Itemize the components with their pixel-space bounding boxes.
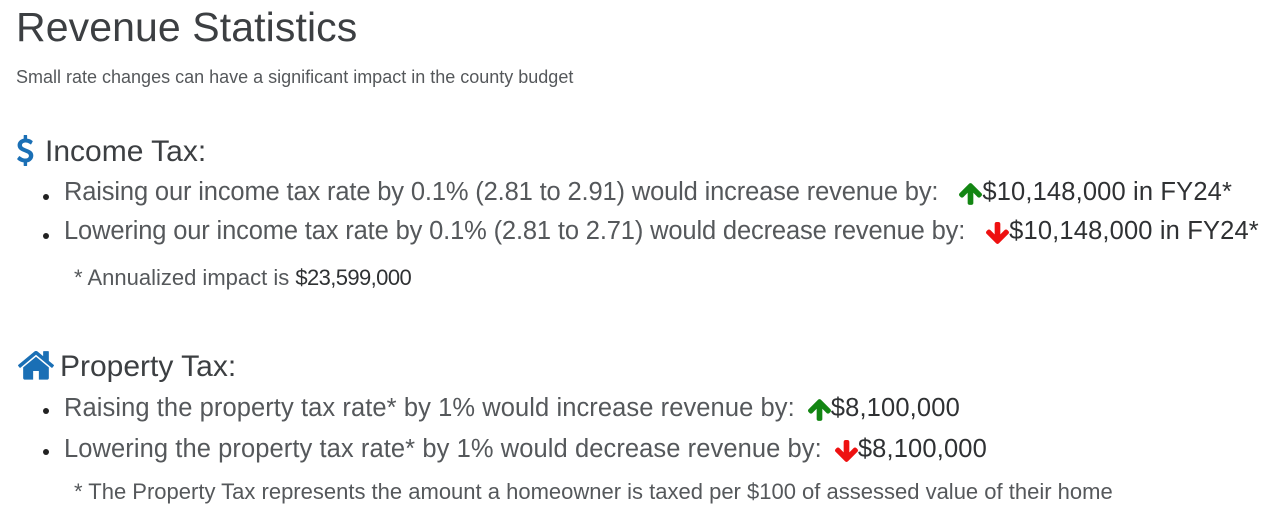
- arrow-up-icon: [959, 182, 983, 206]
- bullet-lead-text: Raising our income tax rate by 0.1% (2.8…: [64, 178, 939, 206]
- page-header: Revenue Statistics Small rate changes ca…: [16, 0, 1282, 90]
- arrow-up-icon: [807, 398, 831, 422]
- arrow-down-icon: [986, 221, 1010, 245]
- revenue-increase-amount: $8,100,000: [830, 394, 960, 422]
- property-tax-bullet-lower: Lowering the property tax rate* by 1% wo…: [43, 429, 1282, 470]
- revenue-statistics-page: Revenue Statistics Small rate changes ca…: [16, 0, 1282, 508]
- property-tax-footnote: * The Property Tax represents the amount…: [74, 477, 1282, 507]
- property-tax-bullet-list: Raising the property tax rate* by 1% wou…: [16, 388, 1282, 470]
- bullet-lead-text: Lowering the property tax rate* by 1% wo…: [64, 435, 822, 463]
- property-tax-heading: Property Tax:: [16, 349, 1282, 385]
- income-tax-bullet-raise: Raising our income tax rate by 0.1% (2.8…: [43, 173, 1282, 212]
- dollar-sign-icon: [17, 135, 45, 168]
- income-tax-bullet-lower: Lowering our income tax rate by 0.1% (2.…: [43, 212, 1282, 251]
- income-tax-footnote: * Annualized impact is $23,599,000: [74, 263, 1282, 293]
- income-tax-heading-label: Income Tax:: [45, 135, 207, 168]
- income-tax-bullet-list: Raising our income tax rate by 0.1% (2.8…: [16, 173, 1282, 250]
- revenue-decrease-amount: $10,148,000 in FY24*: [1009, 216, 1259, 245]
- property-tax-heading-label: Property Tax:: [60, 349, 237, 383]
- footnote-text: * Annualized impact is: [74, 264, 296, 290]
- revenue-decrease-amount: $8,100,000: [857, 435, 987, 463]
- revenue-increase-amount: $10,148,000 in FY24*: [982, 178, 1233, 206]
- annualized-impact-amount: $23,599,000: [295, 264, 412, 290]
- page-title: Revenue Statistics: [16, 4, 358, 50]
- income-tax-heading: Income Tax:: [16, 134, 1282, 170]
- footnote-text: * The Property Tax represents the amount…: [74, 479, 1113, 504]
- arrow-down-icon: [834, 439, 858, 463]
- home-icon: [18, 351, 60, 381]
- bullet-lead-text: Raising the property tax rate* by 1% wou…: [64, 394, 795, 422]
- page-subtitle: Small rate changes can have a significan…: [16, 66, 574, 87]
- property-tax-bullet-raise: Raising the property tax rate* by 1% wou…: [43, 388, 1282, 429]
- bullet-lead-text: Lowering our income tax rate by 0.1% (2.…: [64, 216, 966, 245]
- property-tax-section: Property Tax: Raising the property tax r…: [16, 349, 1282, 508]
- income-tax-section: Income Tax: Raising our income tax rate …: [16, 134, 1282, 293]
